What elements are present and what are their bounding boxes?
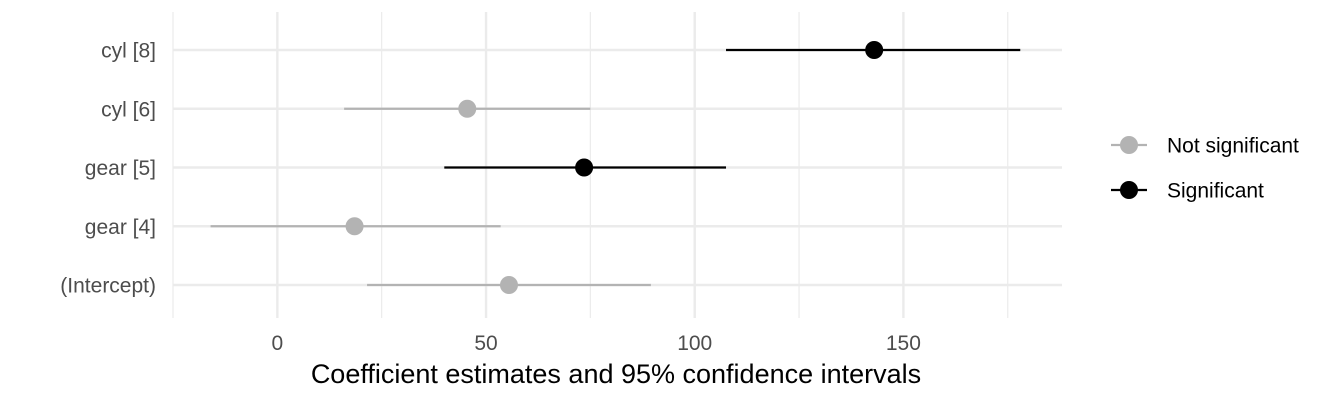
estimate-point	[499, 276, 518, 294]
estimate-point	[458, 99, 477, 118]
x-tick-label: 50	[474, 332, 497, 355]
y-tick-label: cyl [8]	[101, 40, 156, 63]
data-marks	[210, 41, 1021, 294]
x-tick-label: 0	[271, 332, 283, 355]
estimate-point	[345, 217, 364, 236]
estimate-point	[865, 41, 884, 59]
x-axis-labels: 0 50 100 150	[271, 332, 920, 355]
legend-key-point	[1120, 136, 1138, 154]
legend-label: Not significant	[1167, 135, 1299, 158]
x-tick-label: 150	[886, 332, 921, 355]
legend: Not significant Significant	[1111, 135, 1299, 203]
x-tick-label: 100	[677, 332, 712, 355]
y-tick-label: gear [4]	[85, 216, 156, 239]
y-axis-labels: cyl [8] cyl [6] gear [5] gear [4] (Intercept…	[60, 40, 156, 298]
grid	[172, 12, 1062, 318]
y-tick-label: cyl [6]	[101, 98, 156, 121]
y-tick-label: (Intercept)	[60, 275, 156, 298]
x-axis-title: Coefficient estimates and 95% confidence…	[311, 359, 921, 389]
legend-label: Significant	[1167, 180, 1264, 203]
legend-key-point	[1120, 181, 1138, 199]
estimate-point	[575, 158, 594, 177]
y-tick-label: gear [5]	[85, 157, 156, 180]
